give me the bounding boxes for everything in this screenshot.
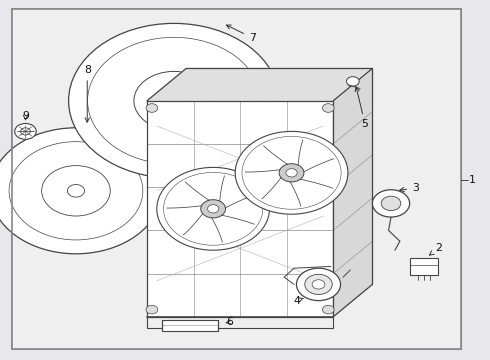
Circle shape	[201, 200, 225, 218]
Circle shape	[208, 205, 219, 213]
Polygon shape	[333, 68, 372, 317]
Circle shape	[15, 123, 36, 139]
Circle shape	[322, 104, 334, 112]
Circle shape	[279, 164, 304, 182]
Circle shape	[235, 131, 348, 214]
Circle shape	[146, 305, 158, 314]
Text: 1: 1	[469, 175, 476, 185]
Bar	[147, 101, 333, 317]
Circle shape	[146, 104, 158, 112]
Circle shape	[164, 93, 184, 109]
Text: 8: 8	[84, 65, 91, 122]
Circle shape	[322, 305, 334, 314]
Circle shape	[157, 167, 270, 250]
Circle shape	[0, 128, 162, 254]
Polygon shape	[147, 68, 372, 101]
Circle shape	[312, 280, 325, 289]
Text: 2: 2	[429, 243, 442, 255]
Text: 6: 6	[226, 317, 233, 327]
Text: 9: 9	[22, 111, 29, 121]
Circle shape	[286, 168, 297, 177]
Circle shape	[381, 196, 401, 211]
Circle shape	[305, 274, 332, 294]
Circle shape	[69, 23, 279, 178]
Circle shape	[346, 77, 359, 86]
Bar	[162, 320, 218, 331]
Bar	[410, 258, 438, 275]
Text: 4: 4	[293, 296, 303, 306]
Circle shape	[372, 190, 410, 217]
Circle shape	[67, 185, 84, 197]
Text: 7: 7	[226, 25, 256, 43]
Text: 3: 3	[400, 183, 419, 193]
Circle shape	[296, 268, 341, 301]
Text: 5: 5	[355, 87, 368, 129]
